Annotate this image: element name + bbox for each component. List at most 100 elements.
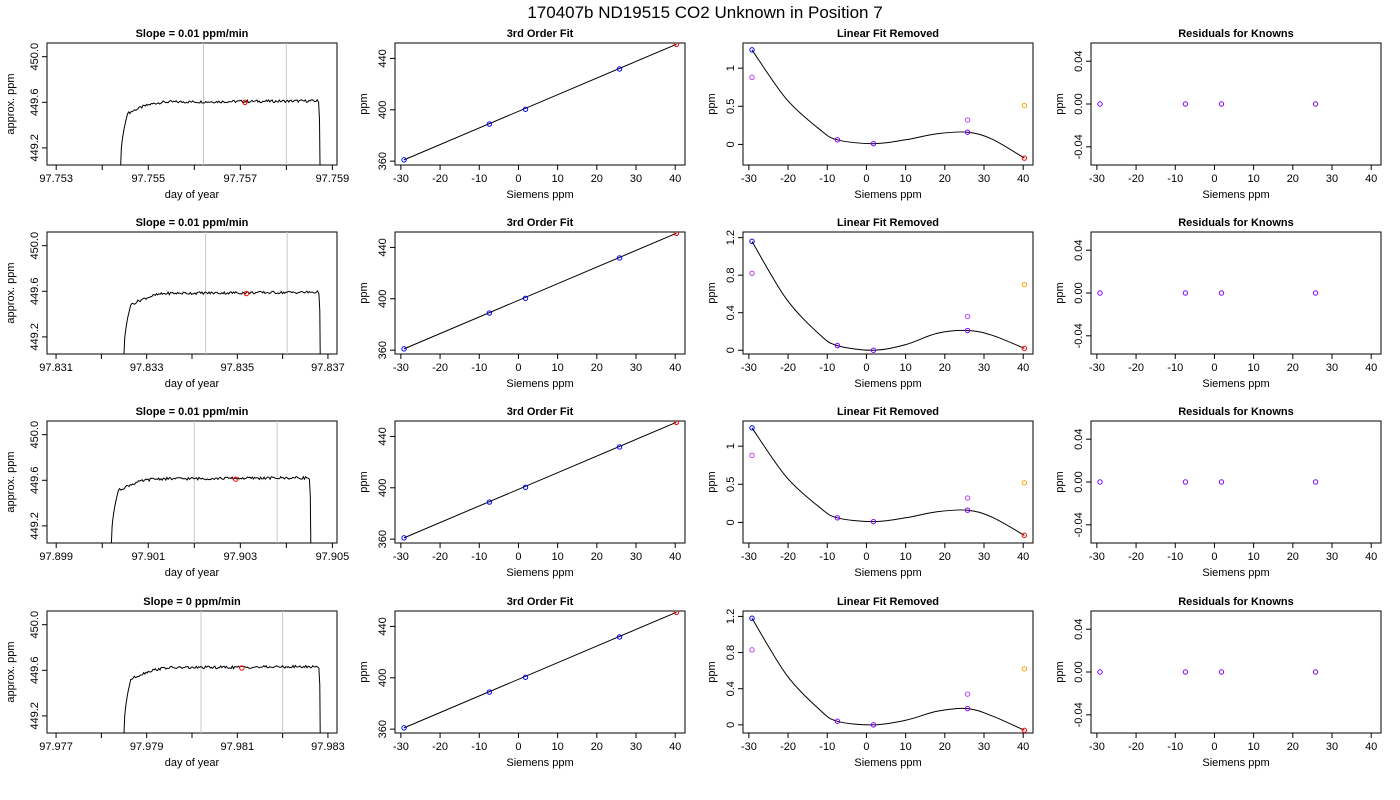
y-tick-label: 450.0 — [29, 43, 41, 71]
data-point — [401, 535, 407, 541]
panel-3-1: Slope = 0.01 ppm/min 97.899 97.901 97.903 97… — [5, 406, 349, 579]
x-tick-label: 97.835 — [220, 362, 254, 374]
y-tick-label: 449.2 — [29, 702, 41, 730]
data-point — [834, 137, 841, 143]
cubic-curve — [751, 427, 1025, 536]
y-tick-label: 1.2 — [725, 609, 737, 624]
data-point — [1218, 479, 1225, 485]
data-point — [964, 705, 971, 712]
x-tick-label: 97.757 — [224, 173, 258, 185]
y-axis-label: ppm — [1054, 93, 1066, 114]
panel-2-4: Residuals for Knowns -30 -20 -10 0 10 20 30 40 Si… — [1054, 217, 1382, 390]
data-point — [870, 140, 877, 147]
data-point — [522, 484, 529, 490]
y-tick-label: 449.2 — [29, 323, 41, 351]
x-tick-label: 10 — [1248, 551, 1260, 563]
data-point — [1097, 101, 1103, 107]
y-tick-label: 360 — [377, 152, 389, 170]
y-axis-label: ppm — [706, 661, 718, 682]
data-point — [1312, 290, 1319, 296]
x-tick-label: -10 — [471, 551, 487, 563]
x-tick-label: 40 — [1365, 741, 1377, 753]
data-point — [1021, 102, 1028, 109]
x-tick-label: -20 — [432, 173, 448, 185]
plot-area — [1097, 101, 1319, 107]
data-point — [1021, 727, 1028, 733]
y-tick-label: 0.8 — [725, 645, 737, 660]
x-axis-label: Siemens ppm — [854, 567, 921, 579]
x-tick-label: 10 — [900, 173, 912, 185]
x-tick-label: -20 — [432, 551, 448, 563]
x-axis-label: Siemens ppm — [1202, 567, 1269, 579]
data-point — [1021, 666, 1028, 672]
x-tick-label: 0 — [515, 173, 521, 185]
data-point — [964, 117, 971, 123]
y-tick-label: 450.0 — [29, 611, 41, 639]
panel-4-2: 3rd Order Fit -30 -20 -10 0 10 20 30 40 Siemens p… — [358, 596, 686, 769]
x-axis-label: Siemens ppm — [854, 757, 921, 769]
x-tick-label: -20 — [780, 173, 796, 185]
y-axis-label: ppm — [706, 93, 718, 114]
x-axis-label: Siemens ppm — [854, 378, 921, 390]
y-axis-label: ppm — [358, 471, 370, 492]
x-tick-label: 97.977 — [39, 741, 73, 753]
x-tick-label: 30 — [630, 551, 642, 563]
panel-1-1: Slope = 0.01 ppm/min 97.753 97.755 97.757 97… — [5, 28, 349, 201]
x-tick-label: 40 — [1365, 551, 1377, 563]
x-tick-label: 30 — [978, 551, 990, 563]
x-tick-label: -30 — [741, 551, 757, 563]
data-point — [1097, 290, 1103, 296]
data-point — [964, 691, 971, 697]
panel-1-3: Linear Fit Removed-30 -20 -10 0 10 20 30 40Siem… — [706, 28, 1034, 201]
data-point — [486, 499, 493, 505]
x-tick-label: 0 — [863, 173, 869, 185]
x-tick-label: 20 — [1287, 741, 1299, 753]
x-tick-label: 10 — [900, 551, 912, 563]
plot-area — [123, 611, 321, 733]
data-point — [964, 313, 971, 320]
x-tick-label: -10 — [819, 173, 835, 185]
y-axis-label: approx. ppm — [5, 73, 17, 134]
chart-title: 3rd Order Fit — [507, 406, 574, 418]
plot-frame — [1090, 610, 1382, 734]
data-point — [616, 255, 623, 261]
x-tick-label: 97.983 — [311, 741, 345, 753]
y-tick-label: 0.00 — [1073, 93, 1085, 114]
plot-frame — [742, 231, 1034, 355]
y-tick-label: 0 — [725, 519, 737, 525]
trace-line — [120, 98, 321, 165]
data-point — [1021, 281, 1028, 288]
y-tick-label: 400 — [377, 290, 389, 308]
y-tick-label: 400 — [377, 101, 389, 119]
x-tick-label: 30 — [1326, 173, 1338, 185]
cubic-curve — [751, 241, 1025, 351]
y-tick-label: 440 — [377, 427, 389, 445]
x-tick-label: -30 — [741, 362, 757, 374]
data-point — [1097, 669, 1103, 675]
y-tick-label: 0.4 — [725, 681, 737, 696]
x-tick-label: 20 — [939, 741, 951, 753]
plot-frame — [394, 42, 686, 166]
x-tick-label: 30 — [978, 362, 990, 374]
x-tick-label: 20 — [591, 362, 603, 374]
x-axis-label: day of year — [165, 567, 220, 579]
chart-title: Slope = 0.01 ppm/min — [136, 406, 249, 418]
x-tick-label: -30 — [1089, 551, 1105, 563]
x-tick-label: -30 — [741, 741, 757, 753]
y-tick-label: 449.6 — [29, 657, 41, 685]
x-tick-label: -10 — [471, 741, 487, 753]
x-tick-label: 40 — [1017, 551, 1029, 563]
y-tick-label: 440 — [377, 617, 389, 635]
data-point — [834, 718, 841, 724]
plot-frame — [742, 420, 1034, 544]
x-tick-label: 40 — [1017, 741, 1029, 753]
x-tick-label: 10 — [552, 173, 564, 185]
x-tick-label: 20 — [939, 173, 951, 185]
data-point — [964, 495, 971, 501]
x-tick-label: 40 — [669, 173, 681, 185]
x-tick-label: 0 — [515, 551, 521, 563]
x-tick-label: -30 — [1089, 173, 1105, 185]
y-tick-label: -0.04 — [1073, 134, 1085, 159]
plot-frame — [394, 420, 686, 544]
data-point — [749, 47, 755, 53]
